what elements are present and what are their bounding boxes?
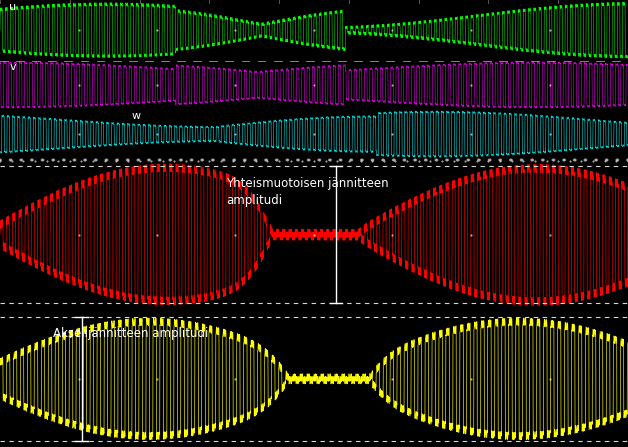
Text: w: w [132, 111, 141, 121]
Text: u: u [9, 2, 16, 12]
Text: Yhteismuotoisen jännitteen
amplitudi: Yhteismuotoisen jännitteen amplitudi [226, 177, 389, 207]
Text: Akselijännitteen amplitudi: Akselijännitteen amplitudi [53, 327, 208, 340]
Text: v: v [9, 62, 16, 72]
